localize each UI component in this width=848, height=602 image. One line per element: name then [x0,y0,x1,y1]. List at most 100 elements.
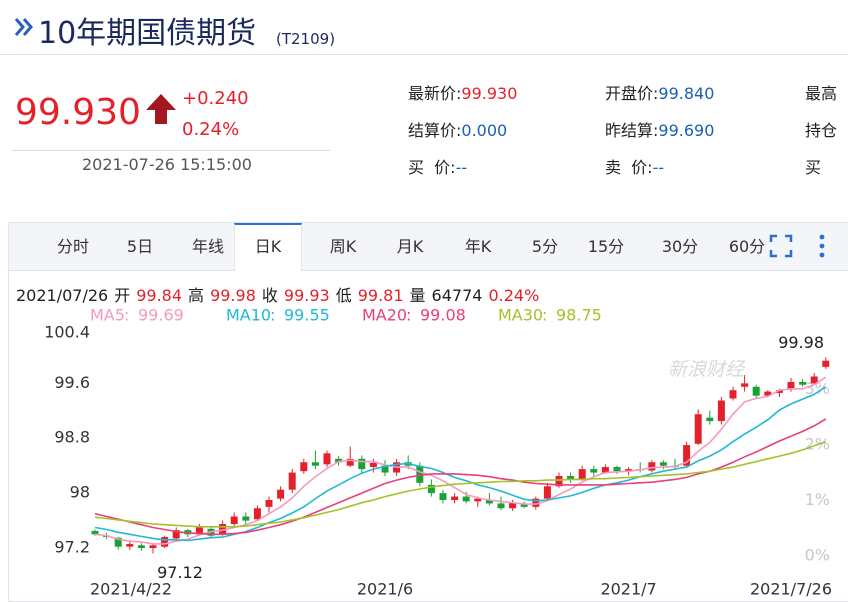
tab[interactable]: 15分 [587,237,625,256]
candle-body [485,500,493,504]
candle-body [451,496,459,500]
candle-body [114,537,122,547]
candle-body [729,390,737,399]
candle-body [509,502,517,509]
legend-sep: : [406,306,411,325]
candle-body [625,469,633,472]
divider [0,54,848,55]
candle-body [265,500,273,507]
tab[interactable]: 5日 [126,237,154,256]
candle-body [775,390,783,393]
tab[interactable]: 日K [234,223,302,271]
candle-body [462,496,470,502]
y2-tick-label: 3% [805,379,830,398]
ohlc-info: 2021/07/26 开 99.84 高 99.98 收 99.93 低 99.81 量 64774… [16,282,545,306]
info-value: 99.930 [461,84,518,103]
candle-body [161,537,169,547]
info-label: 最高 [805,84,838,103]
candle-body [799,381,807,385]
title-icon [14,18,33,36]
candle-body [752,386,760,396]
high-label: 99.98 [778,333,824,352]
candle-body [822,360,830,367]
ma-line [94,440,827,528]
info-cell: 最高 [805,80,837,104]
tab[interactable]: 5分 [531,237,559,256]
y-tick-label: 98.8 [54,428,90,447]
candle-body [474,498,482,502]
info-item: 量 [409,286,426,305]
candle-body [381,465,389,473]
info-item: 99.81 [357,286,404,305]
info-label: 持仓 [805,121,838,140]
price: 99.930 [15,92,141,133]
info-value: -- [455,158,468,177]
title: 10年期国债期货 [38,16,257,51]
info-label: 结算价: [408,121,462,140]
candle-body [416,465,424,483]
info-cell: 买 [805,154,821,178]
divider [12,150,330,151]
candle-body [810,376,818,384]
candle-body [764,391,772,396]
legend-name: MA10 [226,306,271,325]
info-cell: 结算价:0.000 [408,117,507,141]
tab[interactable]: 年线 [191,237,224,256]
candle-body [543,486,551,499]
legend-value: 99.55 [284,306,330,325]
info-label: 昨结算: [605,121,659,140]
candle-body [683,445,691,466]
info-cell: 买 价:-- [408,154,467,178]
candle-body [578,469,586,480]
up-arrow [146,94,176,124]
info-value: -- [652,158,665,177]
legend-sep: : [542,306,547,325]
info-value: 99.840 [658,84,715,103]
info-cell: 最新价:99.930 [408,80,517,104]
candle-body [532,498,540,507]
candle-body [613,467,621,472]
info-item: 开 [114,286,131,305]
legend-value: 99.08 [420,306,466,325]
candle-body [741,383,749,387]
info-item: 99.84 [136,286,183,305]
info-label: 最新价: [408,84,462,103]
candle-body [253,508,261,520]
candle-body [648,462,656,471]
candle-body [126,543,134,547]
info-label: 开盘价: [605,84,659,103]
x-tick-label: 2021/4/22 [90,580,172,599]
info-cell: 昨结算:99.690 [605,117,714,141]
info-label: 买 价: [408,158,456,177]
tab[interactable]: 月K [396,237,424,256]
more-icon[interactable] [817,233,827,259]
watermark: 新浪财经 [668,359,746,381]
candle-body [369,462,377,468]
tab[interactable]: 30分 [661,237,699,256]
candle-body [520,504,528,507]
candle-body [694,414,702,444]
tab[interactable]: 60分 [728,237,766,256]
candle-body [219,524,227,535]
info-cell: 开盘价:99.840 [605,80,714,104]
y-tick-label: 99.6 [54,373,90,392]
legend-value: 99.69 [138,306,184,325]
info-item: 99.98 [210,286,256,305]
candle-body [601,467,609,473]
candle-body [300,462,308,472]
x-tick-label: 2021/7/26 [750,580,832,599]
fullscreen-icon[interactable] [769,234,793,258]
candle-body [323,453,331,465]
tab[interactable]: 周K [329,237,357,256]
candle-body [497,503,505,509]
info-item: 低 [335,286,352,305]
tab[interactable]: 年K [464,237,492,256]
y-tick-label: 97.2 [54,538,90,557]
info-item: 2021/07/26 [16,286,109,305]
info-label: 卖 价: [605,158,653,177]
candle-body [137,545,145,549]
candle-body [172,530,180,539]
tab[interactable]: 分时 [56,237,89,256]
y2-tick-label: 0% [805,546,830,565]
